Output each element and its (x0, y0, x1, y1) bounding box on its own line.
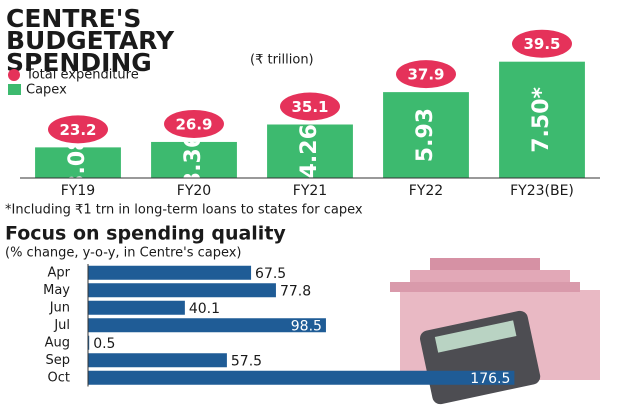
y-tick-label: Jun (49, 300, 70, 315)
chart-title: SPENDING (6, 48, 152, 77)
bar-value-label: 3.36 (181, 133, 206, 187)
total-expenditure-label: 26.9 (175, 115, 212, 133)
bar-value-label: 5.93 (413, 108, 438, 162)
chart-title: CENTRE'S (6, 4, 141, 33)
bar-value-label: 57.5 (231, 353, 262, 369)
bar (383, 92, 469, 178)
x-tick-label: FY19 (61, 183, 95, 199)
bar-value-label: 0.5 (93, 336, 115, 352)
total-expenditure-label: 39.5 (523, 35, 560, 53)
legend-swatch (8, 84, 21, 95)
total-expenditure-label: 23.2 (59, 121, 96, 139)
y-tick-label: Sep (45, 353, 70, 368)
y-tick-label: Oct (48, 370, 70, 385)
x-tick-label: FY20 (177, 183, 211, 199)
legend-swatch (8, 69, 20, 81)
bar-value-label: 77.8 (280, 283, 311, 299)
footnote: *Including ₹1 trn in long-term loans to … (5, 203, 363, 218)
bar (88, 318, 326, 333)
legend-label: Total expenditure (25, 68, 139, 83)
chart-subtitle: (₹ trillion) (250, 53, 314, 68)
bar (88, 370, 515, 385)
bar (88, 283, 276, 298)
total-expenditure-label: 35.1 (291, 98, 328, 116)
chart-title: BUDGETARY (6, 26, 175, 55)
bar (88, 300, 185, 315)
chart-title: Focus on spending quality (5, 223, 286, 245)
chart-subtitle: (% change, y-o-y, in Centre's capex) (5, 246, 242, 261)
total-expenditure-label: 37.9 (407, 66, 444, 84)
bar-value-label: 7.50* (529, 86, 554, 152)
bar-value-label: 67.5 (255, 266, 286, 282)
total-expenditure-marker (48, 115, 108, 144)
bar-value-label: 4.26 (297, 124, 322, 178)
y-tick-label: Apr (48, 265, 71, 280)
total-expenditure-marker (280, 92, 340, 121)
bar (88, 353, 227, 368)
y-tick-label: Aug (45, 335, 70, 350)
x-tick-label: FY23(BE) (510, 183, 574, 199)
y-tick-label: May (43, 283, 70, 298)
bar (88, 265, 252, 280)
bar-value-label: 3.08 (65, 136, 90, 190)
bar-value-label: 40.1 (189, 301, 220, 317)
money-illustration (390, 258, 600, 405)
x-tick-label: FY21 (293, 183, 327, 199)
bar-value-label: 176.5 (470, 371, 510, 387)
bar (499, 61, 585, 178)
y-tick-label: Jul (53, 318, 70, 333)
total-expenditure-marker (396, 60, 456, 89)
legend-label: Capex (26, 83, 67, 98)
bar-value-label: 98.5 (291, 318, 322, 334)
total-expenditure-marker (512, 29, 572, 58)
bar (151, 141, 237, 178)
x-tick-label: FY22 (409, 183, 443, 199)
bar (88, 335, 90, 350)
total-expenditure-marker (164, 109, 224, 138)
bar (35, 147, 121, 178)
bar (267, 124, 353, 178)
